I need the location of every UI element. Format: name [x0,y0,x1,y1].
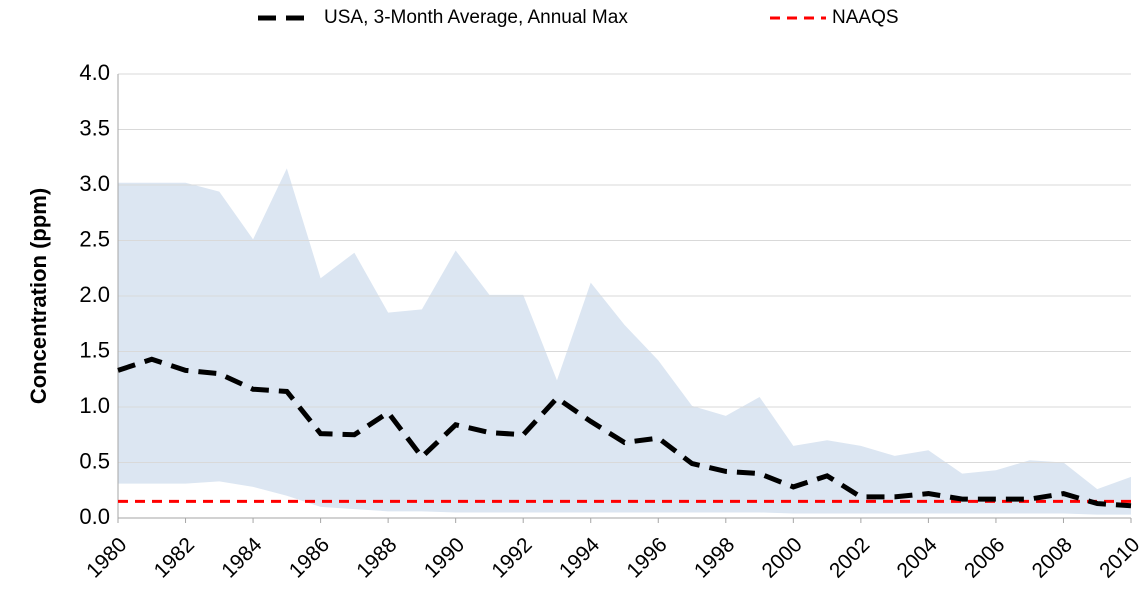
y-axis-title: Concentration (ppm) [26,188,51,404]
x-tick-label: 2004 [893,533,943,583]
x-tick-label: 2002 [825,533,874,582]
x-tick-label: 1994 [555,533,605,583]
y-tick-label: 0.5 [79,448,110,473]
x-tick-label: 1998 [690,533,739,582]
y-tick-label: 0.0 [79,504,110,529]
range-band [118,168,1131,515]
x-tick-label: 1990 [420,533,469,582]
y-tick-label: 3.5 [79,115,110,140]
legend-label: USA, 3-Month Average, Annual Max [324,7,628,28]
y-tick-label: 4.0 [79,60,110,85]
x-tick-label: 1984 [217,533,267,583]
x-tick-label: 1988 [352,533,401,582]
x-tick-label: 2000 [757,533,806,582]
y-tick-label: 2.0 [79,282,110,307]
x-tick-label: 1980 [82,533,131,582]
x-tick-label: 1996 [622,533,671,582]
x-tick-label: 1992 [487,533,536,582]
y-tick-label: 2.5 [79,226,110,251]
y-tick-label: 3.0 [79,171,110,196]
x-tick-label: 1982 [150,533,199,582]
y-tick-label: 1.0 [79,393,110,418]
legend-label: NAAQS [832,7,899,28]
x-tick-label: 2008 [1028,533,1077,582]
y-tick-label: 1.5 [79,337,110,362]
x-tick-label: 2010 [1095,533,1141,582]
x-tick-label: 1986 [285,533,334,582]
x-tick-label: 2006 [960,533,1009,582]
series-line [117,356,1132,509]
